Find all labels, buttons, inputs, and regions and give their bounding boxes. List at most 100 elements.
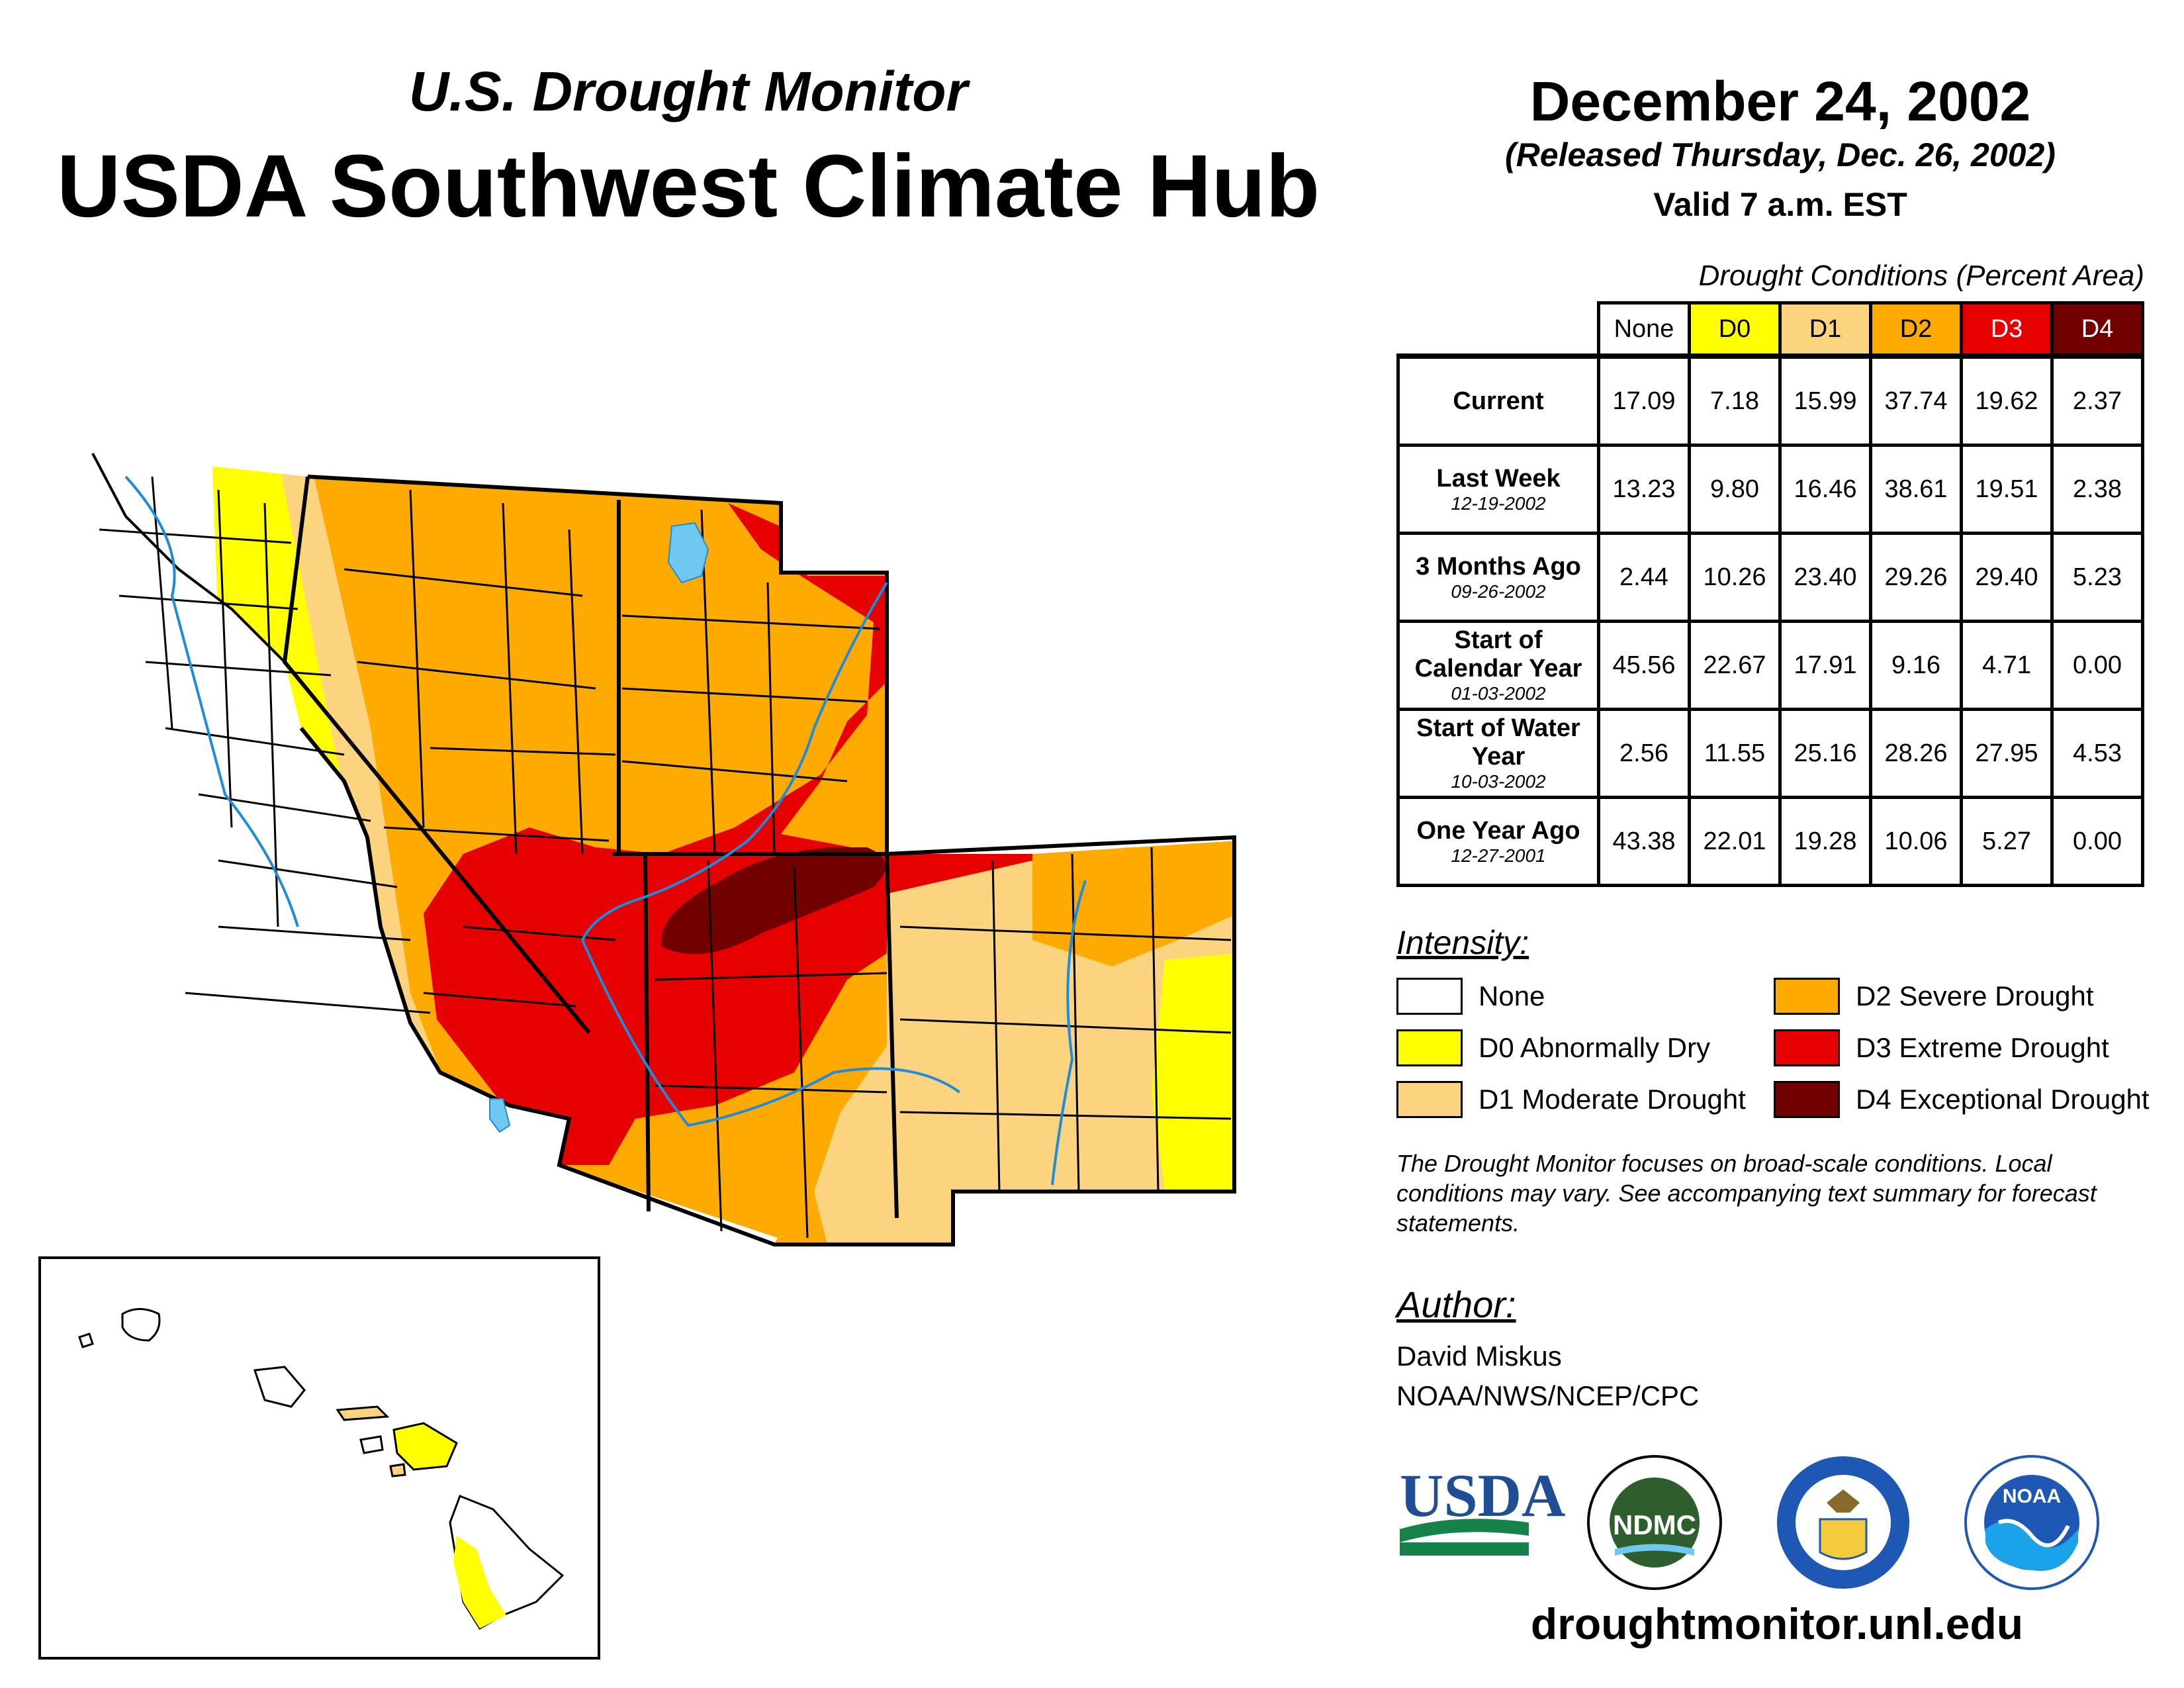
table-cell: 29.26 (1869, 532, 1963, 623)
legend-label: D2 Severe Drought (1856, 980, 2094, 1011)
noaa-logo: NOAA (1964, 1455, 2099, 1590)
table-row: Start of Water Year 10-03-2002 2.56 11.55 25… (1396, 708, 2144, 799)
table-cell: 2.37 (2050, 353, 2144, 447)
row-date: 01-03-2002 (1451, 683, 1546, 704)
table-cell: 22.01 (1688, 796, 1782, 887)
state-boundaries (91, 453, 1236, 1246)
legend-label: D0 Abnormally Dry (1479, 1032, 1711, 1063)
table-row: Last Week 12-19-2002 13.23 9.80 16.46 38.61 19… (1396, 444, 2144, 535)
disclaimer-note: The Drought Monitor focuses on broad-sca… (1396, 1150, 2097, 1237)
legend-item-d3: D3 Extreme Drought (1774, 1028, 2109, 1068)
table-cell: 19.28 (1778, 796, 1872, 887)
col-header-d4: D4 (2050, 301, 2144, 358)
table-cell: 38.61 (1869, 444, 1963, 535)
maui (392, 1422, 458, 1471)
d4-area (661, 847, 886, 955)
table-cell: 0.00 (2050, 796, 2144, 887)
table-cell: 7.18 (1688, 353, 1782, 447)
hawaii-islands (78, 1308, 565, 1630)
table-cell: 0.00 (2050, 620, 2144, 711)
table-cell: 29.40 (1960, 532, 2054, 623)
legend-swatch (1396, 1029, 1463, 1066)
table-cell: 15.99 (1778, 353, 1872, 447)
table-row: 3 Months Ago 09-26-2002 2.44 10.26 23.40 29.2… (1396, 532, 2144, 623)
table-cell: 25.16 (1778, 708, 1872, 799)
row-label-text: Start of Water Year (1416, 714, 1580, 771)
table-cell: 4.71 (1960, 620, 2054, 711)
table-cell: 11.55 (1688, 708, 1782, 799)
kauai (121, 1308, 161, 1342)
table-cell: 2.44 (1597, 532, 1691, 623)
table-cell: 5.23 (2050, 532, 2144, 623)
row-label: One Year Ago 12-27-2001 (1396, 796, 1600, 887)
table-cell: 27.95 (1960, 708, 2054, 799)
row-date: 10-03-2002 (1451, 771, 1546, 792)
map-date: December 24, 2002 (1529, 70, 2031, 132)
table-cell: 22.67 (1688, 620, 1782, 711)
ndmc-logo: NDMC (1587, 1455, 1722, 1590)
row-label: Last Week 12-19-2002 (1396, 444, 1600, 535)
legend-swatch (1774, 1081, 1840, 1118)
table-cell: 2.56 (1597, 708, 1691, 799)
table-cell: 2.38 (2050, 444, 2144, 535)
website-link[interactable]: droughtmonitor.unl.edu (1530, 1599, 2024, 1648)
legend-title: Intensity: (1396, 924, 1529, 961)
table-cell: 4.53 (2050, 708, 2144, 799)
molokai (336, 1405, 390, 1421)
legend-label: D4 Exceptional Drought (1856, 1084, 2150, 1115)
rivers (124, 475, 1087, 1186)
col-header-d1: D1 (1778, 301, 1872, 358)
col-header-d0: D0 (1688, 301, 1782, 358)
table-cell: 45.56 (1597, 620, 1691, 711)
author-org: NOAA/NWS/NCEP/CPC (1396, 1380, 1700, 1411)
oahu (253, 1366, 306, 1408)
niihau (78, 1333, 94, 1348)
legend-swatch (1774, 1029, 1840, 1066)
table-cell: 28.26 (1869, 708, 1963, 799)
row-date: 09-26-2002 (1451, 581, 1546, 602)
legend-swatch (1396, 978, 1463, 1015)
subtitle: U.S. Drought Monitor (408, 60, 968, 122)
doc-logo (1777, 1456, 1909, 1589)
valid-time: Valid 7 a.m. EST (1653, 186, 1907, 223)
table-cell: 13.23 (1597, 444, 1691, 535)
table-cell: 43.38 (1597, 796, 1691, 887)
table-row: Current 17.09 7.18 15.99 37.74 19.62 2.37 (1396, 353, 2144, 447)
row-label-text: 3 Months Ago (1416, 552, 1581, 581)
col-header-d2: D2 (1869, 301, 1963, 358)
table-cell: 10.26 (1688, 532, 1782, 623)
table-cell: 23.40 (1778, 532, 1872, 623)
legend-item-d0: D0 Abnormally Dry (1396, 1028, 1710, 1068)
table-cell: 9.16 (1869, 620, 1963, 711)
col-header-d3: D3 (1960, 301, 2054, 358)
table-caption: Drought Conditions (Percent Area) (1698, 259, 2144, 292)
legend-swatch (1774, 978, 1840, 1015)
table-row: Start of Calendar Year 01-03-2002 45.56 22.… (1396, 620, 2144, 711)
table-cell: 9.80 (1688, 444, 1782, 535)
table-cell: 5.27 (1960, 796, 2054, 887)
great-salt-lake (667, 522, 709, 584)
drought-stats-table: None D0 D1 D2 D3 D4 Current 17.09 7.18 15.9… (1396, 301, 2144, 887)
table-cell: 10.06 (1869, 796, 1963, 887)
big-island-d0 (453, 1536, 506, 1628)
row-label: 3 Months Ago 09-26-2002 (1396, 532, 1600, 623)
row-date: 12-19-2002 (1451, 492, 1546, 514)
legend-item-d2: D2 Severe Drought (1774, 976, 2094, 1016)
drought-shading (93, 453, 1234, 1244)
ndmc-logo-text: NDMC (1613, 1509, 1696, 1540)
row-date: 12-27-2001 (1451, 845, 1546, 866)
author-name: David Miskus (1396, 1340, 1562, 1372)
table-corner (1398, 303, 1599, 357)
legend-label: None (1479, 980, 1545, 1011)
d0-area-east (1152, 953, 1234, 1192)
table-cell: 19.62 (1960, 353, 2054, 447)
legend-label: D1 Moderate Drought (1479, 1084, 1746, 1115)
usda-logo-text: USDA (1400, 1462, 1565, 1529)
row-label-text: Last Week (1436, 464, 1561, 492)
legend-item-d4: D4 Exceptional Drought (1774, 1080, 2150, 1119)
salton-sea (489, 1098, 511, 1133)
kahoolawe (389, 1463, 406, 1477)
table-cell: 37.74 (1869, 353, 1963, 447)
table-row: One Year Ago 12-27-2001 43.38 22.01 19.28 10.… (1396, 796, 2144, 887)
